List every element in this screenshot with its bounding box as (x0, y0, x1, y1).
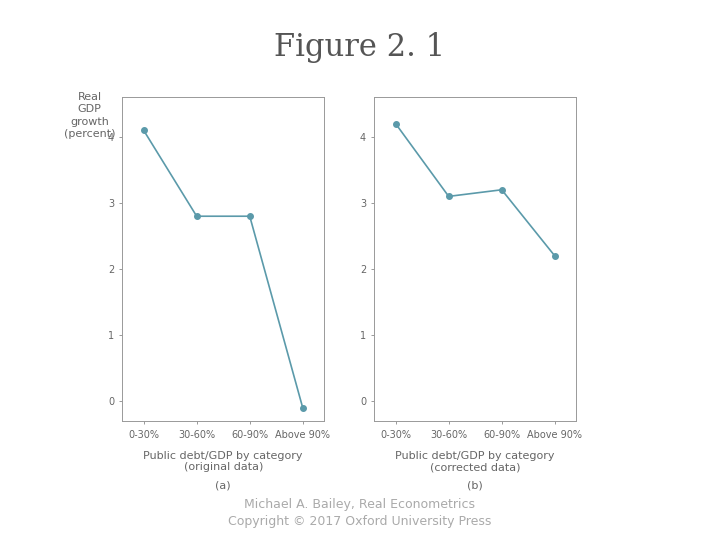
X-axis label: Public debt/GDP by category
(original data): Public debt/GDP by category (original da… (143, 451, 303, 472)
Text: (a): (a) (215, 481, 231, 491)
Text: Michael A. Bailey, Real Econometrics: Michael A. Bailey, Real Econometrics (245, 498, 475, 511)
Text: Real
GDP
growth
(percent): Real GDP growth (percent) (63, 92, 115, 139)
Text: (b): (b) (467, 481, 483, 491)
Text: Figure 2. 1: Figure 2. 1 (274, 32, 446, 63)
Text: Copyright © 2017 Oxford University Press: Copyright © 2017 Oxford University Press (228, 515, 492, 528)
X-axis label: Public debt/GDP by category
(corrected data): Public debt/GDP by category (corrected d… (395, 451, 555, 472)
